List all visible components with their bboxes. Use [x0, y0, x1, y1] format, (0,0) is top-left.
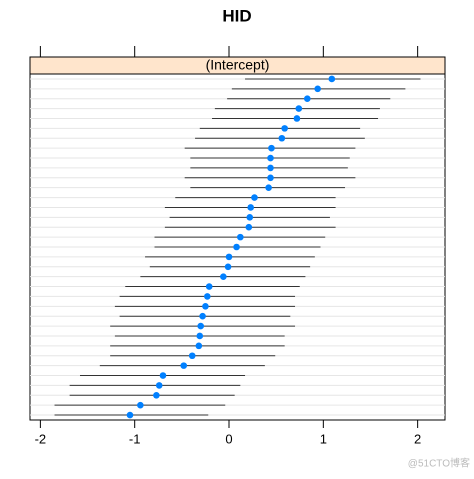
strip-label: (Intercept) — [206, 57, 270, 73]
point — [180, 362, 188, 369]
point — [233, 243, 240, 251]
point — [205, 283, 213, 290]
point — [314, 85, 321, 93]
point — [197, 322, 205, 330]
point — [126, 411, 134, 419]
x-tick-label: 0 — [225, 431, 232, 446]
point — [278, 134, 286, 142]
point — [237, 233, 244, 241]
point — [204, 293, 211, 300]
point — [303, 95, 311, 103]
x-tick-label: 1 — [320, 431, 327, 446]
point — [281, 125, 288, 132]
point — [188, 352, 196, 360]
point — [328, 75, 336, 83]
point — [251, 194, 258, 201]
x-tick-label: -2 — [35, 431, 47, 446]
point — [137, 401, 144, 409]
point — [199, 312, 206, 320]
point — [268, 144, 275, 152]
point — [224, 263, 232, 271]
point — [195, 342, 203, 350]
point — [293, 115, 301, 122]
watermark: @51CTO博客 — [408, 457, 470, 470]
point — [153, 391, 160, 399]
point — [196, 332, 204, 340]
point — [246, 214, 254, 221]
point — [295, 105, 303, 112]
point — [267, 164, 274, 172]
point — [247, 204, 255, 211]
point — [159, 372, 167, 379]
point — [155, 382, 163, 389]
chart-title: HID — [222, 6, 251, 25]
point — [265, 184, 272, 191]
point — [220, 273, 227, 280]
x-tick-label: -1 — [129, 431, 141, 446]
point — [267, 154, 274, 162]
point — [225, 253, 233, 261]
point — [202, 303, 209, 310]
point — [267, 174, 274, 182]
point — [245, 223, 253, 231]
x-tick-label: 2 — [414, 431, 421, 446]
